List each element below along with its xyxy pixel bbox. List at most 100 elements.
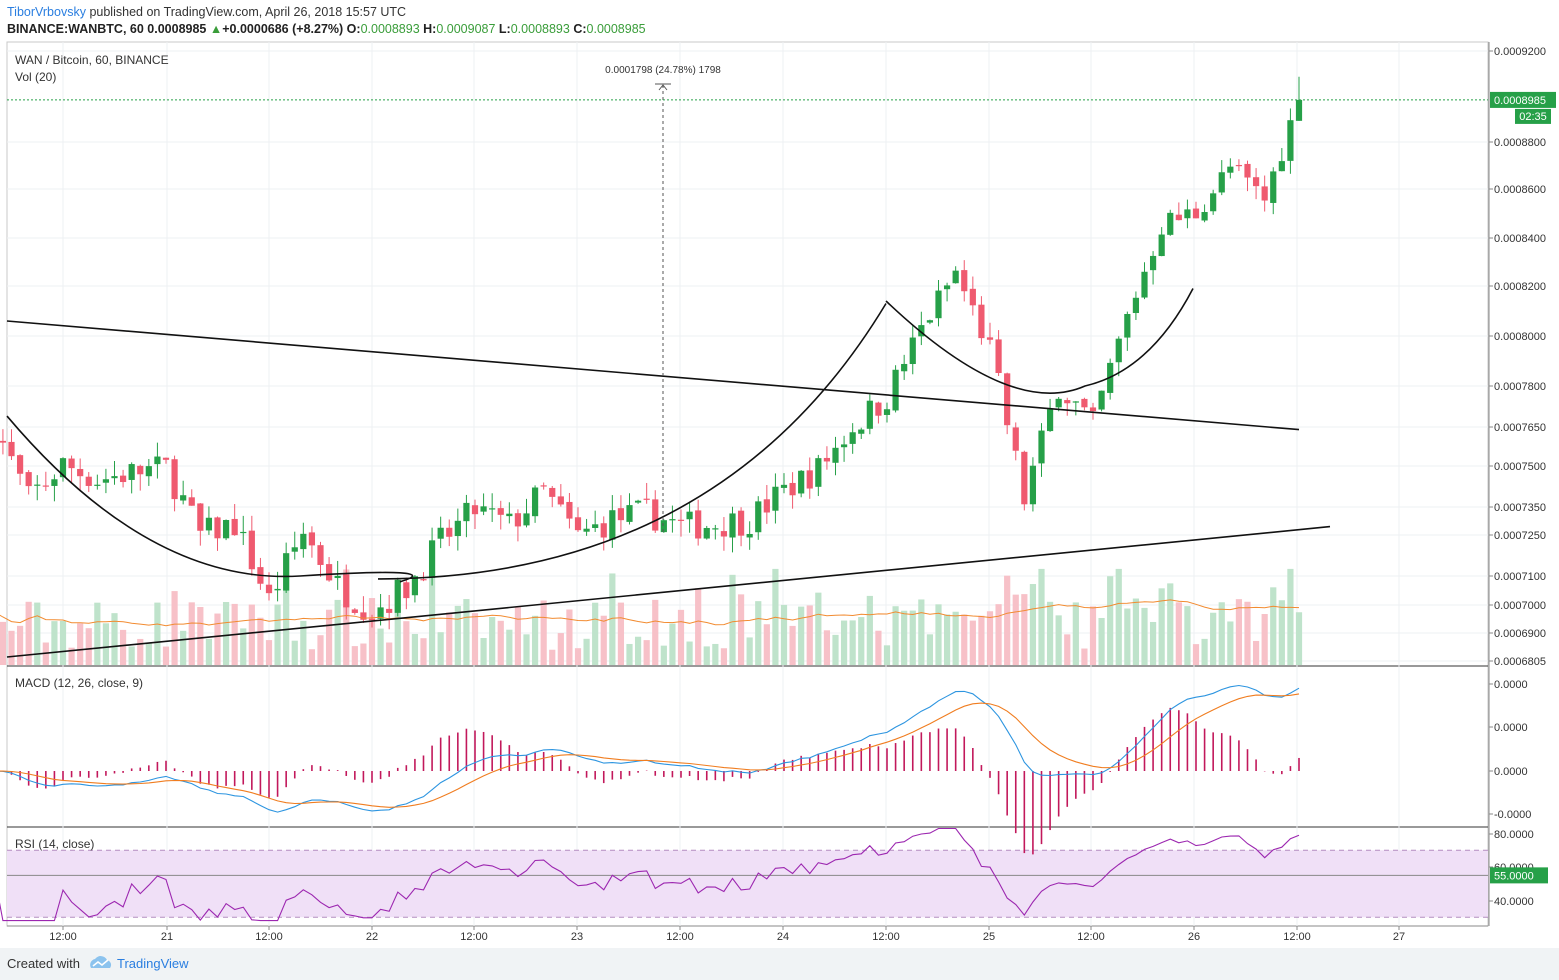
price-axis-label: 0.0008600 xyxy=(1494,184,1546,196)
candle-down xyxy=(1012,427,1019,451)
candle-down xyxy=(1175,214,1182,221)
candle-down xyxy=(0,440,7,443)
candle-down xyxy=(248,530,255,570)
close-label: C: xyxy=(573,22,587,36)
candle-up xyxy=(1158,234,1165,257)
candle-down xyxy=(1064,400,1071,404)
publication-line: TiborVrbovsky published on TradingView.c… xyxy=(7,3,406,21)
volume-bar xyxy=(832,634,839,665)
candle-down xyxy=(8,441,15,457)
volume-bar xyxy=(737,594,745,665)
volume-bar xyxy=(875,630,882,665)
volume-bar xyxy=(849,620,856,665)
time-axis-label: 12:00 xyxy=(255,931,283,943)
candle-down xyxy=(549,487,556,497)
volume-bar xyxy=(1175,602,1182,665)
candle-up xyxy=(746,533,753,538)
volume-bar xyxy=(205,638,213,665)
candle-up xyxy=(283,553,290,591)
candle-down xyxy=(325,564,333,581)
volume-bar xyxy=(446,612,453,665)
candle-up xyxy=(901,363,908,372)
cup-arc-rising xyxy=(377,303,887,580)
chart-canvas[interactable]: 0.0001798 (24.78%) 1798 WAN / Bitcoin, 60… xyxy=(0,0,1559,948)
candle-up xyxy=(94,484,101,486)
rsi-line xyxy=(0,827,1300,922)
candle-up xyxy=(102,479,110,483)
volume-bar xyxy=(1115,568,1122,665)
candle-down xyxy=(1192,208,1200,219)
candle-up xyxy=(815,458,822,487)
candle-up xyxy=(531,487,539,517)
volume-bar xyxy=(935,604,942,665)
candle-down xyxy=(806,470,813,489)
volume-bar xyxy=(471,613,479,665)
volume-bar xyxy=(995,604,1002,665)
price-axis-label: 0.0008800 xyxy=(1494,137,1546,149)
published-text: published on TradingView.com, April 26, … xyxy=(89,5,407,19)
candle-up xyxy=(892,369,899,411)
volume-bar xyxy=(497,620,504,665)
volume-bar xyxy=(617,602,625,665)
candle-up xyxy=(660,520,667,533)
candle-up xyxy=(1287,120,1294,161)
candle-up xyxy=(686,511,693,520)
volume-bar xyxy=(1261,614,1268,665)
macd-axis-label: 0.0000 xyxy=(1494,679,1528,691)
time-axis-label: 12:00 xyxy=(1283,931,1311,943)
candle-up xyxy=(1098,390,1105,410)
volume-bar xyxy=(248,604,255,665)
created-with-text: Created with xyxy=(7,956,80,971)
author-link[interactable]: TiborVrbovsky xyxy=(7,5,86,19)
candle-up xyxy=(240,531,247,534)
macd-axis-label: 0.0000 xyxy=(1494,722,1528,734)
candle-up xyxy=(300,533,307,550)
volume-bar xyxy=(1046,601,1054,665)
candle-up xyxy=(1184,209,1191,219)
volume-bar xyxy=(59,620,67,665)
tradingview-brand-link[interactable]: TradingView xyxy=(117,956,189,971)
candle-up xyxy=(437,527,444,539)
price-axis-label: 0.0007500 xyxy=(1494,461,1546,473)
last-price-tag-label: 0.0008985 xyxy=(1494,95,1546,107)
candle-up xyxy=(840,444,848,448)
volume-bar xyxy=(360,643,367,665)
time-axis-label: 12:00 xyxy=(1077,931,1105,943)
volume-bar xyxy=(609,573,616,665)
candle-down xyxy=(265,584,273,594)
open-label: O: xyxy=(346,22,361,36)
volume-bar xyxy=(729,574,736,665)
signal-line xyxy=(0,693,1300,808)
volume-bar xyxy=(969,620,976,665)
candle-down xyxy=(188,497,195,506)
volume-bar xyxy=(411,633,419,665)
volume-bar xyxy=(1132,598,1140,665)
volume-bar xyxy=(1235,599,1243,665)
low-value: 0.0008893 xyxy=(510,22,570,36)
handle-arc xyxy=(885,288,1194,394)
measure-annotation: 0.0001798 (24.78%) 1798 xyxy=(605,65,721,76)
candle-down xyxy=(1081,398,1088,408)
volume-bar xyxy=(858,617,865,665)
high-value: 0.0009087 xyxy=(436,22,496,36)
time-axis-label: 21 xyxy=(161,931,173,943)
ohlc-line: BINANCE:WANBTC, 60 0.0008985 ▲+0.0000686… xyxy=(7,20,646,38)
rsi-value-tag xyxy=(1490,867,1548,884)
volume-bar xyxy=(720,648,728,665)
candle-down xyxy=(1244,163,1251,178)
volume-bar xyxy=(291,640,298,665)
macd-axis-label: 0.0000 xyxy=(1494,766,1528,778)
volume-bar xyxy=(8,630,15,665)
candle-up xyxy=(34,484,41,486)
candle-down xyxy=(368,618,376,620)
candle-up xyxy=(463,502,470,522)
rsi-value-tag-label: 55.0000 xyxy=(1494,870,1534,882)
volume-bar xyxy=(489,617,496,665)
candle-down xyxy=(25,472,32,487)
volume-bar xyxy=(68,647,75,665)
volume-bar xyxy=(780,604,788,665)
candle-up xyxy=(128,464,135,480)
volume-bar xyxy=(162,646,170,665)
up-arrow-icon: ▲ xyxy=(209,22,223,36)
candle-down xyxy=(471,505,479,515)
